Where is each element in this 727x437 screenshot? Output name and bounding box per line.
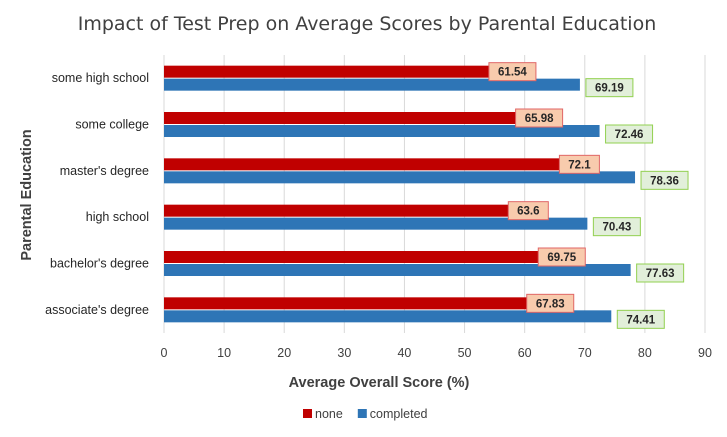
data-label-box (616, 309, 665, 329)
bar-none (164, 297, 572, 310)
data-label-box (605, 124, 654, 144)
x-tick-label: 60 (518, 346, 532, 360)
data-label: 72.1 (568, 159, 591, 171)
x-tick-label: 30 (337, 346, 351, 360)
bar-completed (164, 78, 580, 91)
bars (164, 65, 636, 323)
data-label: 63.6 (517, 206, 539, 218)
data-label-box (640, 170, 689, 190)
data-label: 72.46 (615, 129, 644, 141)
x-axis-title: Average Overall Score (%) (289, 375, 470, 391)
x-tick-labels: 0 10 20 30 40 50 60 70 80 90 (161, 346, 712, 360)
x-tick-label: 0 (161, 346, 168, 360)
data-label: 74.41 (626, 314, 655, 326)
data-label-box (515, 108, 564, 128)
x-tick-label: 90 (698, 346, 712, 360)
bar-none (164, 251, 584, 263)
data-label: 61.54 (498, 67, 527, 79)
bar-none (164, 204, 547, 217)
data-label-box (636, 263, 685, 283)
data-labels: 61.54 69.19 65.98 72.46 72.1 78.36 63.6 70.43 69… (488, 62, 689, 329)
bar-completed (164, 171, 636, 184)
data-label: 69.19 (595, 83, 624, 95)
bar-none (164, 158, 598, 171)
category-labels: some high school some college master's deg… (45, 71, 149, 317)
y-axis-title: Parental Education (19, 129, 35, 260)
data-label: 65.98 (525, 113, 554, 125)
category-label: bachelor's degree (50, 257, 149, 271)
data-label: 67.83 (536, 298, 565, 310)
bar-none (164, 65, 534, 78)
legend-swatch-completed (357, 409, 367, 418)
x-tick-label: 50 (458, 346, 472, 360)
data-label-box (537, 247, 586, 267)
x-tick-label: 70 (578, 346, 592, 360)
x-tick-label: 10 (217, 346, 231, 360)
legend-label: completed (370, 407, 428, 421)
legend-label: none (315, 407, 343, 421)
data-label-box (526, 293, 575, 313)
data-label: 78.36 (650, 175, 679, 187)
data-label-box (488, 62, 537, 82)
data-label-box (558, 154, 600, 174)
x-tick-label: 80 (638, 346, 652, 360)
x-tick-label: 40 (397, 346, 411, 360)
category-label: some college (75, 118, 149, 132)
category-label: master's degree (60, 164, 149, 178)
bar-completed (164, 217, 588, 230)
data-label: 70.43 (602, 222, 631, 234)
data-label-box (507, 201, 549, 221)
legend-swatch-none (303, 409, 312, 418)
category-label: associate's degree (45, 303, 149, 317)
x-tick-label: 20 (277, 346, 291, 360)
data-label-box (585, 78, 634, 98)
bar-completed (164, 310, 612, 323)
bar-completed (164, 125, 600, 137)
data-label: 77.63 (646, 268, 675, 280)
category-label: some high school (52, 71, 149, 85)
category-label: high school (86, 210, 149, 224)
legend: none completed (303, 407, 428, 421)
chart-title: Impact of Test Prep on Average Scores by… (78, 13, 657, 35)
bar-none (164, 112, 561, 124)
data-label-box (592, 217, 641, 237)
gridlines (163, 55, 706, 333)
data-label: 69.75 (547, 252, 576, 264)
bar-completed (164, 264, 631, 276)
